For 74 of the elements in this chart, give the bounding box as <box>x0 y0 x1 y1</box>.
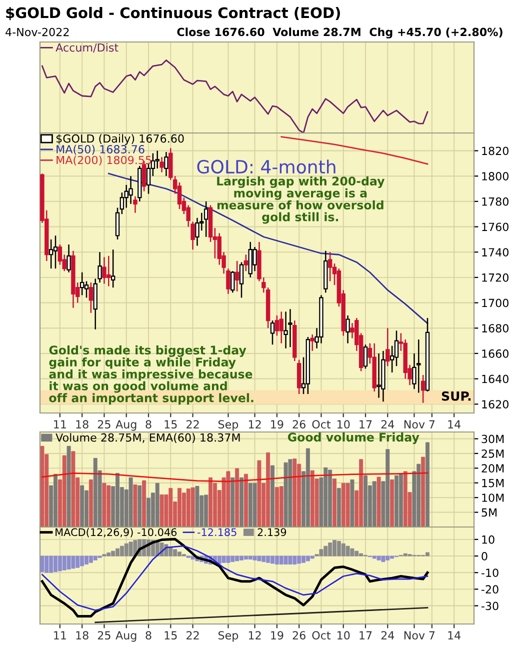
y-tick-label: 10 <box>482 535 494 544</box>
annotation: Gold's made its biggest 1-day gain for quite a while Friday and it was impressive because it was on good volume and off an important support level. <box>49 345 254 405</box>
chart-subtitle: 4-Nov-2022 <box>6 28 69 36</box>
x-tick-label: 11 <box>54 631 66 640</box>
y-tick-label: 1740 <box>482 248 508 256</box>
legend-label: -12.185 <box>198 528 236 536</box>
y-tick-label: 0 <box>482 552 488 560</box>
x-tick-label: Sep <box>218 420 238 431</box>
y-tick-label: 15M <box>482 479 504 488</box>
x-tick-label: Sep <box>218 631 238 642</box>
y-tick-label: 1800 <box>482 172 508 180</box>
x-tick-label: 22 <box>186 631 199 640</box>
annotation: Good volume Friday <box>288 432 420 444</box>
y-tick-label: 1760 <box>482 222 508 232</box>
x-tick-label: Aug <box>116 631 136 642</box>
y-tick-label: 25M <box>482 449 504 458</box>
x-tick-label: 10 <box>338 420 350 429</box>
y-tick-label: 1660 <box>482 349 508 358</box>
legend-label: MA(50) 1683.76 <box>56 144 144 155</box>
x-tick-label: Nov <box>404 631 425 640</box>
legend-label: Accum/Dist <box>56 43 118 53</box>
y-tick-label: 20M <box>482 464 504 473</box>
x-tick-label: Nov <box>404 420 425 429</box>
y-tick-label: 1720 <box>482 273 508 282</box>
x-tick-label: Oct <box>312 631 331 640</box>
band-label: SUP. <box>442 391 471 401</box>
x-tick-label: 8 <box>146 631 152 640</box>
x-tick-label: 25 <box>98 420 110 429</box>
y-tick-label: 30M <box>482 434 504 444</box>
legend-label: 2.139 <box>258 528 286 536</box>
x-tick-label: 25 <box>98 631 110 640</box>
text: Close 1676.60 Volume 28.7M Chg +45.70 (+2.80%) <box>177 28 502 38</box>
y-tick-label: 1640 <box>482 374 508 384</box>
x-tick-label: 14 <box>448 631 461 640</box>
annotation: Largish gap with 200-day moving average is a measure of how oversold gold still is. <box>217 176 385 224</box>
x-tick-label: 26 <box>292 420 306 429</box>
annotation: GOLD: 4-month <box>197 160 336 174</box>
y-tick-label: 1700 <box>482 298 508 308</box>
x-tick-label: 26 <box>292 631 306 640</box>
x-tick-label: 12 <box>248 631 261 640</box>
x-tick-label: 8 <box>146 420 152 429</box>
x-tick-label: 11 <box>54 420 66 428</box>
x-tick-label: 14 <box>448 420 461 428</box>
legend-label: MACD(12,26,9) -10.046 <box>56 528 177 538</box>
x-tick-label: 15 <box>164 420 177 429</box>
x-tick-label: 10 <box>338 631 350 640</box>
y-tick-label: 1620 <box>482 400 508 409</box>
x-tick-label: 18 <box>76 420 88 429</box>
x-tick-label: 17 <box>360 420 372 428</box>
x-tick-label: 24 <box>381 631 394 640</box>
x-tick-label: Aug <box>116 420 136 431</box>
legend-label: Volume 28.75M, EMA(60) 18.37M <box>56 433 240 444</box>
x-tick-label: 22 <box>186 420 199 428</box>
y-tick-label: -10 <box>481 568 498 577</box>
x-tick-label: 12 <box>248 420 261 428</box>
y-tick-label: -20 <box>481 585 498 594</box>
y-tick-label: 1820 <box>482 146 508 156</box>
y-tick-label: 1780 <box>482 197 508 206</box>
x-tick-label: Oct <box>312 420 331 429</box>
y-tick-label: 1680 <box>482 324 508 332</box>
x-tick-label: 15 <box>164 631 177 640</box>
y-tick-label: 10M <box>482 494 504 502</box>
x-tick-label: 19 <box>271 420 284 429</box>
legend-label: MA(200) 1809.55 <box>56 156 152 166</box>
x-tick-label: 24 <box>381 420 394 428</box>
x-tick-label: 17 <box>360 631 372 640</box>
x-tick-label: 7 <box>429 420 435 428</box>
y-tick-label: -30 <box>481 602 498 610</box>
x-tick-label: 18 <box>76 631 88 640</box>
legend-label: $GOLD (Daily) 1676.60 <box>56 134 184 145</box>
chart-title: $GOLD Gold - Continuous Contract (EOD) <box>6 6 340 20</box>
x-tick-label: 7 <box>429 631 435 640</box>
x-tick-label: 19 <box>271 631 284 640</box>
y-tick-label: 5M <box>482 508 497 517</box>
